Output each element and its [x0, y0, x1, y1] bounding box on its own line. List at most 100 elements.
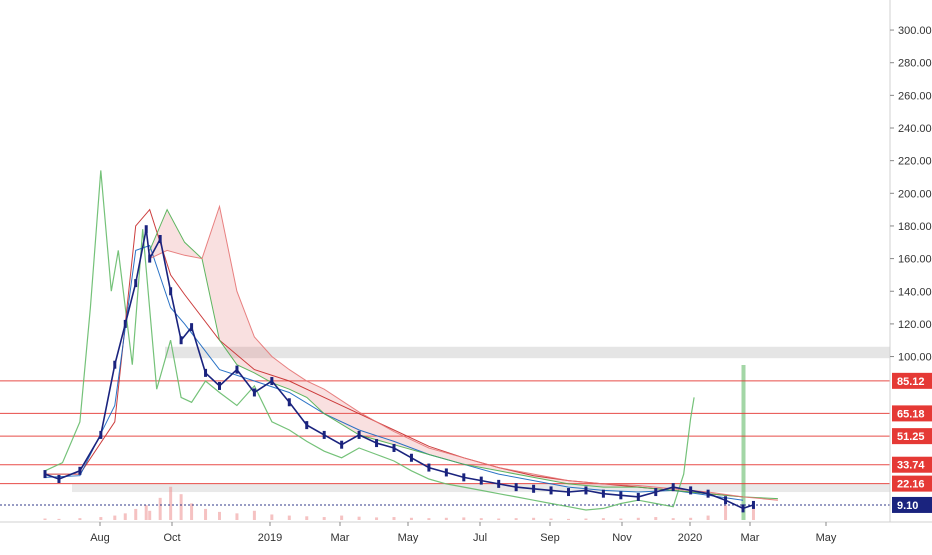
- y-axis: 300.00 280.00 260.00 240.00 220.00 200.00 180.…: [889, 0, 932, 522]
- x-tick-label-2: 2019: [258, 532, 282, 544]
- price-candle: [392, 443, 396, 452]
- y-tick-label-1: 280.00: [898, 58, 932, 70]
- x-tick-label-7: Nov: [612, 532, 632, 544]
- volume-bar: [340, 515, 344, 520]
- volume-bar: [287, 515, 291, 520]
- x-tick-label-1: Oct: [163, 532, 180, 544]
- price-candle: [567, 488, 570, 497]
- price-candle: [689, 486, 693, 495]
- price-candle: [601, 489, 605, 498]
- volume-bar: [584, 518, 588, 520]
- price-candle: [751, 500, 755, 509]
- y-tick-label-10: 100.00: [898, 352, 932, 364]
- volume-bar: [567, 518, 570, 520]
- volume-bar: [218, 511, 221, 520]
- price-badge-text-1: 65.18: [897, 408, 925, 420]
- volume-bar: [751, 508, 755, 520]
- volume-bar: [158, 497, 162, 520]
- price-candle: [357, 430, 361, 439]
- price-candle: [144, 225, 148, 234]
- volume-bar: [444, 517, 448, 520]
- y-tick-label-3: 240.00: [898, 123, 932, 135]
- price-candle: [497, 479, 501, 488]
- price-candle: [252, 388, 256, 397]
- price-candle: [462, 473, 466, 482]
- x-tick-label-6: Sep: [540, 532, 560, 544]
- price-candle: [305, 421, 309, 430]
- price-candle: [235, 365, 239, 374]
- y-tick-label-8: 140.00: [898, 286, 932, 298]
- volume-bar: [190, 503, 194, 520]
- volume-bar: [741, 365, 746, 520]
- y-tick-label-0: 300.00: [898, 25, 932, 37]
- volume-bar: [123, 513, 127, 520]
- price-candle: [619, 491, 623, 500]
- price-candle: [724, 496, 728, 505]
- price-badge-1: [892, 405, 932, 422]
- price-candle: [636, 492, 640, 501]
- cloud-span-b-line: [149, 204, 778, 501]
- volume-bar: [43, 518, 47, 520]
- price-candle: [706, 489, 710, 498]
- price-badge-text-2: 51.25: [897, 431, 925, 443]
- volume-bar: [322, 517, 326, 520]
- price-candle: [43, 470, 47, 479]
- volume-bar: [497, 518, 501, 520]
- volume-bar: [169, 486, 173, 520]
- x-axis: Aug Oct 2019 Mar May Jul Sep Nov 2020 Mar May: [0, 521, 932, 544]
- price-badge-text-0: 85.12: [897, 376, 925, 388]
- volume-bar: [134, 508, 138, 520]
- price-candle: [671, 483, 675, 492]
- x-tick-label-4: May: [398, 532, 419, 544]
- series-layer: [44, 170, 778, 511]
- price-candle: [270, 377, 274, 386]
- y-tick-label-9: 120.00: [898, 319, 932, 331]
- price-candle: [158, 235, 162, 244]
- price-candle: [444, 468, 448, 477]
- volume-bar: [706, 515, 710, 520]
- price-candle: [123, 319, 127, 328]
- price-candle: [57, 474, 61, 483]
- volume-bar: [204, 508, 208, 520]
- y-tick-label-6: 180.00: [898, 221, 932, 233]
- base-line-line: [45, 208, 744, 498]
- volume-bar: [549, 518, 553, 520]
- gray-bands: [72, 346, 890, 493]
- price-candle: [218, 381, 221, 390]
- volume-bar: [479, 518, 483, 520]
- price-line: [44, 229, 754, 510]
- lagging-span-line: [44, 170, 695, 511]
- price-candle: [148, 254, 152, 263]
- price-badge-text-4: 22.16: [897, 479, 925, 491]
- volume-bar: [671, 518, 675, 520]
- volume-bar: [462, 517, 466, 520]
- price-candle: [741, 504, 745, 513]
- x-tick-label-5: Jul: [473, 532, 487, 544]
- y-tick-label-2: 260.00: [898, 90, 932, 102]
- volume-bar: [636, 517, 640, 520]
- price-candle: [179, 336, 183, 345]
- volume-bar: [392, 517, 396, 520]
- price-candle: [654, 488, 658, 497]
- volume-bar: [357, 516, 361, 520]
- price-candle: [287, 398, 291, 407]
- price-badge-0: [892, 372, 932, 389]
- support-band: [72, 483, 890, 493]
- volume-bar: [654, 517, 658, 520]
- price-candle: [549, 486, 553, 495]
- price-candle: [78, 466, 82, 475]
- volume-bar: [270, 514, 274, 520]
- volume-bar: [305, 516, 309, 520]
- price-candle: [190, 323, 194, 332]
- price-layer: [43, 225, 755, 513]
- volume-bar: [144, 505, 148, 520]
- price-badges: 85.12 65.18 51.25 33.74 22.16 9.10: [892, 372, 932, 513]
- volume-bar: [99, 517, 103, 520]
- volume-bar: [375, 517, 379, 520]
- price-badge-3: [892, 456, 932, 473]
- volume-bar: [689, 517, 693, 520]
- price-candle: [532, 484, 536, 493]
- price-candle: [375, 439, 379, 448]
- volume-bar: [724, 505, 728, 520]
- volume-bar: [113, 515, 117, 520]
